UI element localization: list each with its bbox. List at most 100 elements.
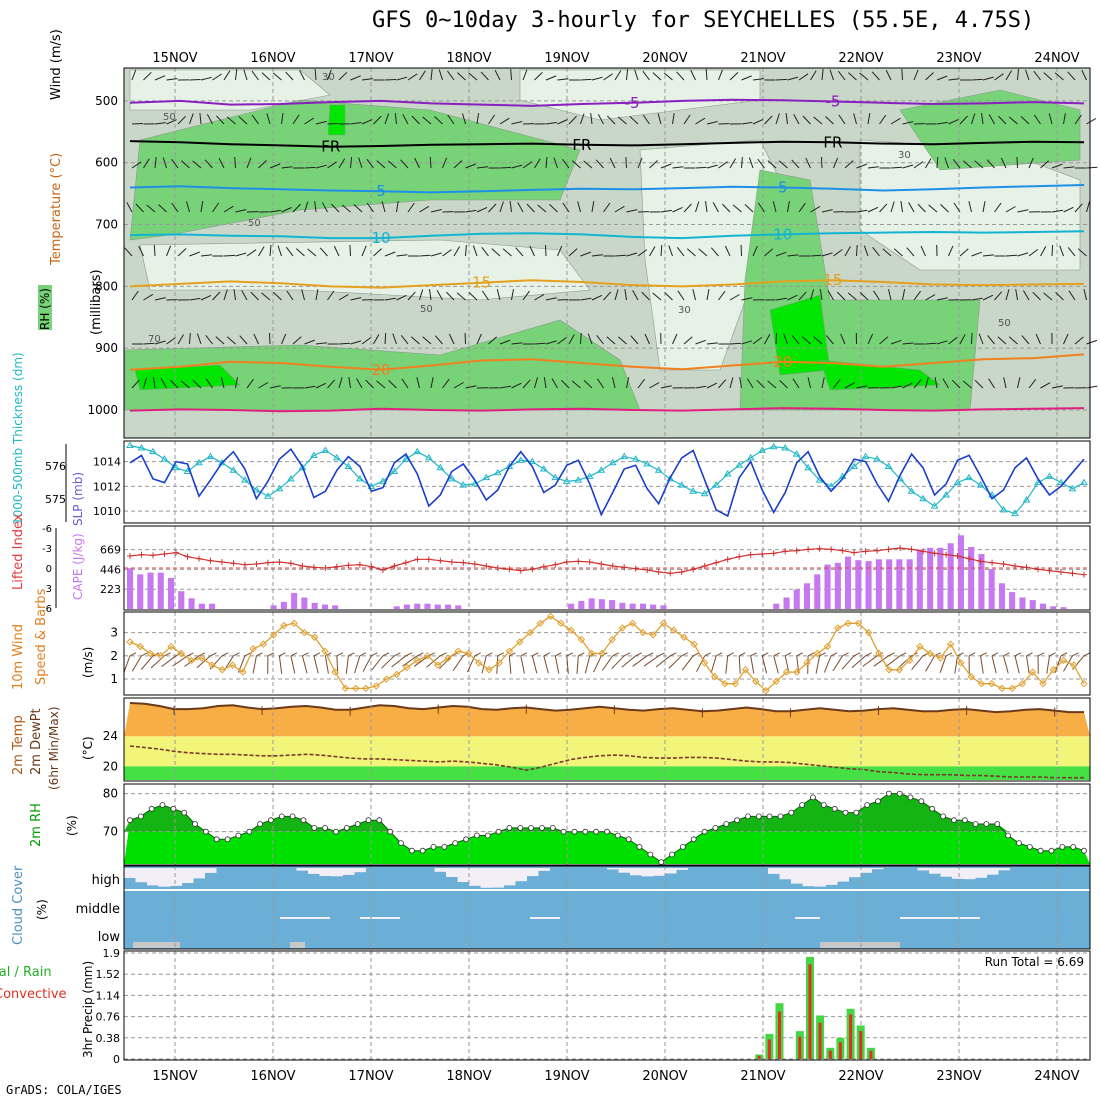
wind-barb: [305, 167, 316, 168]
precip-convective-bar: [768, 1040, 771, 1060]
cloud-layer-label: middle: [76, 902, 120, 917]
surface-wind-barb: [669, 656, 682, 669]
cape-bar: [291, 593, 297, 609]
surface-wind-barb: [291, 656, 295, 674]
precip-convective-bar: [849, 1014, 852, 1059]
rh-point: [908, 795, 913, 800]
wind-barb: [581, 333, 582, 344]
wind-barb: [328, 124, 339, 125]
precip-tick: 0.38: [96, 1032, 121, 1045]
cape-bar: [1040, 604, 1046, 609]
cloud-high-gap: [987, 868, 999, 875]
rh-point: [821, 803, 826, 808]
cape-bar: [414, 604, 420, 609]
wind-barb: [132, 124, 143, 125]
rh-point: [420, 848, 425, 853]
isotherm-label: FR: [572, 136, 591, 154]
surface-wind-barb: [355, 656, 360, 673]
cape-bar: [660, 605, 666, 609]
rh2m-axis-label: 2m RH: [29, 803, 44, 847]
rh-point: [464, 837, 469, 842]
cloud-high-gap: [205, 868, 217, 873]
surface-wind-barb: [726, 656, 728, 674]
wind-barb: [1052, 245, 1053, 256]
cape-bar: [784, 598, 790, 610]
cloud-high-gap: [147, 868, 159, 885]
precip-tick: 1.9: [103, 947, 121, 960]
rh-point: [247, 829, 252, 834]
cape-bar: [455, 605, 461, 609]
rh-point: [951, 818, 956, 823]
date-label-top: 19NOV: [544, 51, 589, 66]
cloud-high-gap: [918, 868, 930, 870]
wind10m-axis-label: 10m Wind: [11, 624, 26, 690]
surface-wind-barb: [886, 656, 900, 667]
cloud-high-gap: [182, 868, 194, 883]
rh-point: [236, 833, 241, 838]
cape-bar: [394, 606, 400, 609]
cloud-high-gap: [297, 868, 309, 871]
cloud-high-gap: [446, 868, 458, 877]
rh-point: [832, 806, 837, 811]
rh-point: [550, 825, 555, 830]
cape-bar: [804, 583, 810, 609]
precip-convective-bar: [859, 1031, 862, 1059]
rh-point: [301, 818, 306, 823]
wind-barb: [190, 80, 201, 81]
precip-units-label: 3hr Precip (mm): [81, 961, 95, 1058]
wind-barb: [822, 157, 823, 168]
isotherm-label: 10: [372, 229, 391, 247]
surface-wind-barb: [1015, 656, 1019, 674]
rh-area: [328, 105, 345, 135]
rh-point: [1038, 848, 1043, 853]
rh-point: [290, 814, 295, 819]
cloud-high-gap: [642, 868, 654, 876]
surface-wind-barb: [279, 656, 281, 674]
pressure-tick: 900: [95, 341, 118, 355]
surface-wind-barb: [633, 656, 648, 667]
rh-point: [876, 799, 881, 804]
surface-wind-barb: [132, 656, 141, 672]
cape-bar: [158, 573, 164, 609]
surface-wind-barb: [544, 656, 549, 673]
isotherm-label: -5: [625, 94, 640, 112]
cape-tick: 446: [100, 563, 121, 576]
cloud-high-gap: [492, 868, 504, 888]
cloud-high-gap: [538, 868, 550, 871]
rh-point: [431, 844, 436, 849]
wind-barb: [430, 157, 431, 168]
precip-tick: 0: [113, 1053, 120, 1066]
wind-barb: [500, 167, 511, 168]
date-label-bottom: 21NOV: [740, 1069, 785, 1084]
slp-axis-label: SLP (mb): [71, 472, 85, 526]
cape-bar: [178, 591, 184, 609]
rh-point: [854, 810, 859, 815]
precip-convective-bar: [758, 1056, 761, 1059]
rh-point: [594, 829, 599, 834]
cloud-high-gap: [469, 868, 481, 886]
cape-bar: [1050, 606, 1056, 609]
precip-convective-bar: [819, 1023, 822, 1059]
cloud-high-gap: [837, 868, 849, 882]
cloud-high-gap: [193, 868, 205, 878]
cape-bar: [619, 603, 625, 609]
cape-bar: [835, 563, 841, 609]
cape-bar: [886, 559, 892, 609]
temp-units-label: (°C): [81, 736, 95, 760]
surface-wind-barb: [585, 656, 590, 674]
rh-point: [128, 818, 133, 823]
cape-bar: [825, 565, 831, 609]
cape-bar: [301, 598, 307, 610]
cloud-high-gap: [607, 868, 619, 869]
pressure-axis-label: (millibars): [89, 269, 104, 335]
cloud-high-gap: [872, 868, 884, 869]
cape-bar: [322, 605, 328, 609]
wind-speed-barbs-label: Speed & Barbs: [34, 588, 49, 685]
cape-bar: [773, 604, 779, 609]
slp-tick: 1012: [93, 480, 121, 493]
rh-point: [778, 814, 783, 819]
wind-barb: [224, 255, 235, 256]
date-label-bottom: 17NOV: [348, 1069, 393, 1084]
surface-wind-barb: [346, 656, 348, 674]
surface-wind-barb: [926, 656, 935, 672]
